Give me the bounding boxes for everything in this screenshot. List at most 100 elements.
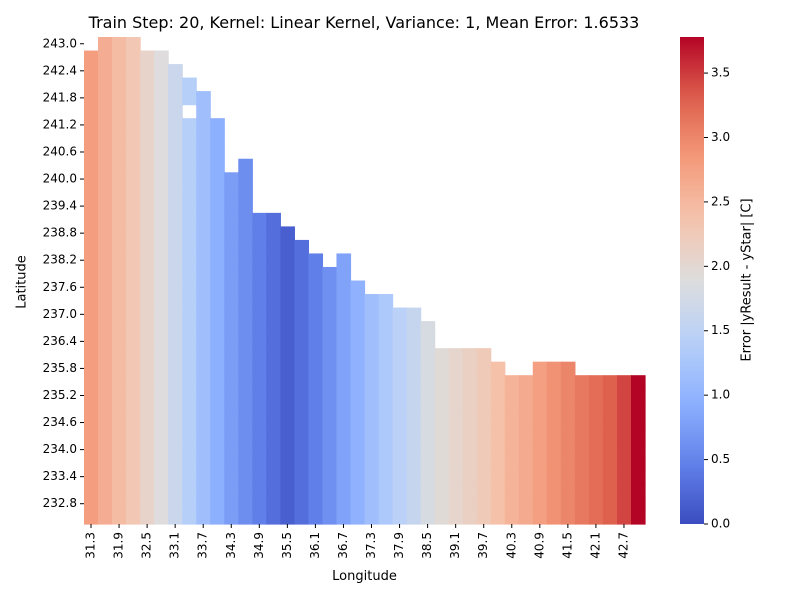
heatmap-cell [588, 415, 604, 430]
heatmap-cell [154, 388, 169, 403]
heatmap-cell [546, 510, 562, 525]
heatmap-cell [462, 429, 478, 444]
heatmap-cell [224, 321, 239, 336]
heatmap-cell [364, 510, 380, 525]
heatmap-cell [280, 429, 295, 444]
colorbar: 0.0 0.5 1.0 1.5 2.0 2.5 3.0 3.5 [680, 37, 730, 531]
heatmap-cell [84, 118, 99, 133]
heatmap-cell [168, 307, 183, 322]
heatmap-cell [294, 280, 309, 295]
heatmap-cell [518, 442, 534, 457]
heatmap-cell [84, 334, 99, 349]
heatmap-cell [168, 91, 183, 106]
heatmap-cell [420, 361, 436, 376]
heatmap-cell [322, 469, 338, 485]
heatmap-cell [196, 361, 211, 376]
heatmap-cell [378, 375, 394, 390]
heatmap-cell [448, 469, 464, 485]
heatmap-cell [84, 456, 99, 471]
heatmap-cell [112, 415, 127, 430]
heatmap-cell [168, 280, 183, 295]
heatmap-cell [518, 388, 534, 403]
heatmap-cell [182, 456, 197, 471]
heatmap-cell [196, 104, 211, 119]
x-tick-label: 31.9 [112, 532, 126, 559]
heatmap-cell [252, 253, 267, 268]
heatmap-cell [616, 375, 632, 390]
heatmap-cell [224, 361, 239, 376]
heatmap-cell [378, 415, 394, 430]
heatmap-cell [406, 483, 422, 498]
heatmap-cell [182, 361, 197, 376]
x-tick-label: 36.1 [308, 532, 322, 559]
heatmap-cell [322, 294, 338, 309]
heatmap-cell [84, 172, 99, 187]
heatmap-cell [336, 429, 352, 444]
heatmap-cell [210, 212, 225, 227]
heatmap-cell [252, 483, 267, 498]
heatmap-cell [112, 496, 127, 512]
heatmap-cell [196, 199, 211, 214]
heatmap-cell [154, 199, 169, 214]
colorbar-tick-label: 0.0 [711, 517, 730, 531]
heatmap-cell [154, 104, 169, 119]
heatmap-cell [126, 375, 141, 390]
heatmap-cell [378, 307, 394, 322]
heatmap-cell [588, 388, 604, 403]
heatmap-cell [84, 226, 99, 241]
heatmap-cell [518, 415, 534, 430]
heatmap-cell [98, 185, 113, 200]
heatmap-cell [560, 469, 576, 485]
heatmap-cell [294, 361, 309, 376]
heatmap-cell [434, 469, 450, 485]
heatmap-cell [140, 266, 155, 282]
heatmap-cell [490, 415, 506, 430]
heatmap-cell [84, 307, 99, 322]
y-tick-label: 238.8 [43, 226, 77, 240]
heatmap-cell [112, 307, 127, 322]
heatmap-cell [308, 266, 324, 282]
heatmap-cell [350, 510, 366, 525]
heatmap-cell [504, 496, 520, 512]
heatmap-cell [420, 388, 436, 403]
heatmap-cell [196, 402, 211, 417]
y-tick-label: 241.2 [43, 117, 77, 131]
heatmap-cell [280, 226, 295, 241]
heatmap-cell [490, 469, 506, 485]
heatmap-cell [252, 361, 267, 376]
heatmap-cell [322, 321, 338, 336]
heatmap-cell [266, 307, 281, 322]
heatmap-cell [308, 429, 324, 444]
heatmap-cell [112, 469, 127, 485]
heatmap-cell [532, 361, 548, 376]
heatmap-cell [252, 510, 267, 525]
heatmap-cell [112, 280, 127, 295]
heatmap-cell [266, 442, 281, 457]
heatmap-cell [154, 226, 169, 241]
heatmap-cell [126, 294, 141, 309]
heatmap-cell [364, 348, 380, 363]
heatmap-cell [154, 158, 169, 173]
heatmap-cell [182, 442, 197, 457]
heatmap-cell [616, 442, 632, 457]
heatmap-cell [406, 361, 422, 376]
heatmap-cell [126, 266, 141, 282]
heatmap-cell [378, 348, 394, 363]
heatmap-cell [420, 510, 436, 525]
heatmap-cell [308, 388, 324, 403]
heatmap-cell [532, 456, 548, 471]
heatmap-cell [154, 415, 169, 430]
heatmap-cell [518, 483, 534, 498]
heatmap-cell [434, 496, 450, 512]
heatmap-cell [168, 348, 183, 363]
colorbar-tick-label: 1.5 [711, 323, 730, 337]
heatmap-cell [196, 348, 211, 363]
heatmap-cell [112, 50, 127, 65]
heatmap-cell [154, 50, 169, 65]
heatmap-cell [196, 118, 211, 133]
heatmap-cell [126, 226, 141, 241]
heatmap-cell [224, 429, 239, 444]
heatmap-cells [84, 37, 646, 525]
colorbar-tick-label: 3.5 [711, 66, 730, 80]
heatmap-cell [238, 469, 253, 485]
